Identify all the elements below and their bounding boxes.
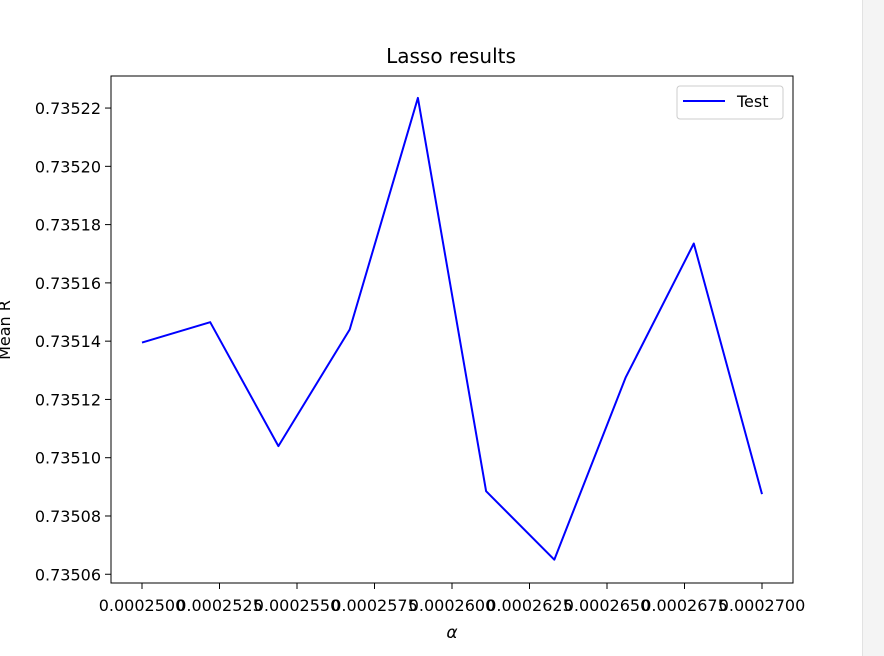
figure-canvas: Lasso results 0.73506 0.73508 0.73510 0.735… [0, 44, 806, 643]
legend-frame [676, 85, 784, 120]
x-tick-label: 0.0002575 [331, 596, 418, 615]
window-right-edge [862, 0, 884, 656]
lasso-line-chart: Lasso results 0.735060.735080.735100.735… [0, 44, 806, 643]
y-tick-label: 0.73522 [35, 99, 101, 118]
y-tick-label: 0.73508 [35, 507, 101, 526]
series-layer [141, 96, 763, 561]
x-axis-ticks: 0.00025000.00025250.00025500.00025750.00… [99, 583, 806, 615]
y-tick-label: 0.73512 [35, 390, 101, 409]
y-tick-label: 0.73506 [35, 565, 101, 584]
y-axis-label: Mean R [0, 300, 14, 360]
plot-area-frame [110, 75, 794, 584]
legend: Test [676, 85, 784, 120]
y-axis-ticks: 0.73506 0.73508 0.73510 0.73512 0.73514 0.735… [35, 99, 111, 584]
y-tick-label: 0.73516 [35, 274, 101, 293]
x-tick-label: 0.0002675 [641, 596, 728, 615]
x-tick-label: 0.0002550 [254, 596, 341, 615]
x-tick-label: 0.0002625 [486, 596, 573, 615]
y-tick-label: 0.73520 [35, 157, 101, 176]
x-tick-label: 0.0002650 [564, 596, 651, 615]
legend-label-test: Test [736, 92, 769, 111]
x-axis-label: α [446, 623, 457, 643]
x-tick-label: 0.0002500 [99, 596, 186, 615]
x-tick-label: 0.0002600 [409, 596, 496, 615]
y-tick-label: 0.73510 [35, 449, 101, 468]
y-tick-label: 0.73514 [35, 332, 101, 351]
x-tick-label: 0.0002525 [176, 596, 263, 615]
chart-title: Lasso results [386, 44, 516, 68]
series-line-test [141, 96, 763, 561]
x-tick-label: 0.0002700 [719, 596, 806, 615]
y-tick-label: 0.73518 [35, 216, 101, 235]
